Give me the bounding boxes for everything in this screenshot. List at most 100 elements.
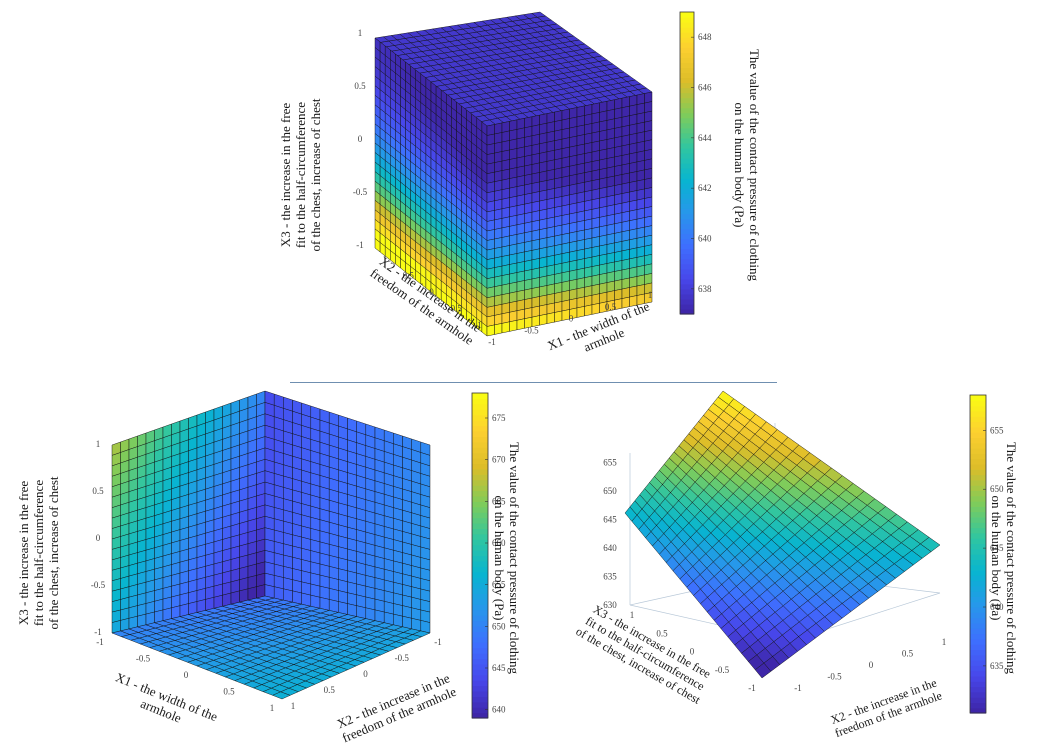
- colorbar-swatch: [472, 620, 488, 627]
- colorbar-swatch: [472, 577, 488, 584]
- colorbar-swatch: [970, 501, 986, 507]
- surface-cell: [524, 307, 533, 319]
- surface-cell: [501, 264, 510, 276]
- surface-cell: [629, 218, 638, 231]
- surface-cell: [606, 233, 615, 245]
- colorbar-swatch: [970, 442, 986, 449]
- surface-cell: [531, 191, 540, 203]
- colorbar-swatch: [472, 588, 488, 595]
- colorbar-swatch: [472, 441, 488, 448]
- y-tick-label: -0.5: [448, 304, 463, 314]
- colorbar-swatch: [680, 163, 694, 169]
- colorbar-swatch: [680, 198, 694, 204]
- surface-cell: [591, 293, 600, 306]
- colorbar-swatch: [970, 395, 986, 401]
- surface-cell: [576, 296, 585, 309]
- chart-bottom-left-volume: -1 -0.5 0 0.5 1 -1 -0.5 0 0.5 1 1 0.5 0 -0.5 -1 X3 - th…: [16, 390, 522, 745]
- surface-cell: [546, 264, 555, 277]
- surface-cell: [509, 176, 518, 189]
- surface-cell: [636, 188, 645, 201]
- surface-cell: [539, 161, 548, 173]
- surface-cell: [576, 239, 585, 251]
- surface-cell: [539, 170, 548, 183]
- colorbar-swatch: [472, 680, 488, 687]
- surface-cell: [644, 129, 653, 142]
- surface-cell: [621, 277, 630, 290]
- colorbar-swatch: [970, 405, 986, 412]
- surface-cell: [606, 166, 615, 178]
- surface-cell: [554, 291, 563, 304]
- surface-cell: [531, 124, 540, 137]
- colorbar-tick-label: 646: [698, 83, 712, 93]
- surface-cell: [644, 91, 653, 104]
- surface-cell: [494, 227, 503, 240]
- surface-cell: [621, 230, 630, 242]
- colorbar-swatch: [680, 173, 694, 179]
- colorbar-swatch: [472, 636, 488, 643]
- colorbar-swatch: [970, 485, 986, 491]
- surface-cell: [561, 261, 570, 274]
- surface-cell: [546, 140, 555, 153]
- surface-cell: [524, 154, 533, 167]
- surface-cell: [614, 136, 623, 148]
- surface-cell: [636, 169, 645, 182]
- surface-cell: [524, 259, 533, 272]
- surface-cell: [644, 158, 653, 171]
- surface-cell: [509, 300, 518, 313]
- surface-cell: [599, 158, 608, 170]
- colorbar-swatch: [970, 448, 986, 454]
- surface-cell: [561, 242, 570, 254]
- x-tick-label: -0.5: [715, 665, 730, 675]
- surface-cell: [621, 287, 630, 299]
- z-tick-label: 0: [96, 533, 101, 543]
- surface-cell: [584, 123, 593, 135]
- x-tick-label: 0.5: [223, 687, 235, 697]
- surface-cell: [569, 240, 578, 253]
- surface-cell: [584, 142, 593, 154]
- surface-cell: [501, 159, 510, 171]
- surface-cell: [501, 216, 510, 229]
- surface-cell: [501, 292, 510, 305]
- colorbar-swatch: [472, 571, 488, 578]
- surface-cell: [531, 277, 540, 289]
- surface-cell: [621, 172, 630, 185]
- surface-cell: [599, 234, 608, 247]
- surface-cell: [636, 198, 645, 210]
- colorbar-swatch: [680, 157, 694, 164]
- surface-cell: [629, 142, 638, 155]
- surface-cell: [516, 156, 525, 168]
- surface-cell: [554, 263, 563, 275]
- colorbar-swatch: [472, 663, 488, 670]
- surface-cell: [486, 229, 495, 241]
- surface-cell: [509, 157, 518, 170]
- surface-cell: [606, 118, 615, 131]
- surface-cell: [561, 299, 570, 312]
- surface-cell: [576, 210, 585, 223]
- surface-cell: [509, 243, 518, 256]
- colorbar-swatch: [970, 426, 986, 433]
- surface-cell: [501, 178, 510, 190]
- surface-cell: [591, 274, 600, 286]
- x-tick-label: 0: [690, 647, 695, 657]
- surface-cell: [644, 196, 653, 209]
- surface-cell: [636, 274, 645, 287]
- surface-cell: [614, 288, 623, 301]
- colorbar-swatch: [472, 609, 488, 616]
- surface-cell: [531, 258, 540, 270]
- colorbar-swatch: [472, 604, 488, 611]
- surface-cell: [554, 234, 563, 246]
- colorbar-label: The value of the contact pressure of clo…: [989, 442, 1019, 675]
- colorbar-swatch: [970, 660, 986, 666]
- surface-cell: [614, 155, 623, 167]
- surface-cell: [554, 167, 563, 180]
- x-tick-label: 1: [270, 703, 275, 713]
- floor-face: [111, 595, 431, 700]
- surface-cell: [621, 210, 630, 223]
- surface-cell: [554, 224, 563, 237]
- colorbar-swatch: [472, 409, 488, 416]
- colorbar-tick-label: 655: [492, 580, 506, 590]
- x-tick-label: -1: [488, 337, 496, 347]
- surface-cell: [591, 264, 600, 277]
- panel-divider: [290, 382, 777, 383]
- colorbar-swatch: [680, 218, 694, 224]
